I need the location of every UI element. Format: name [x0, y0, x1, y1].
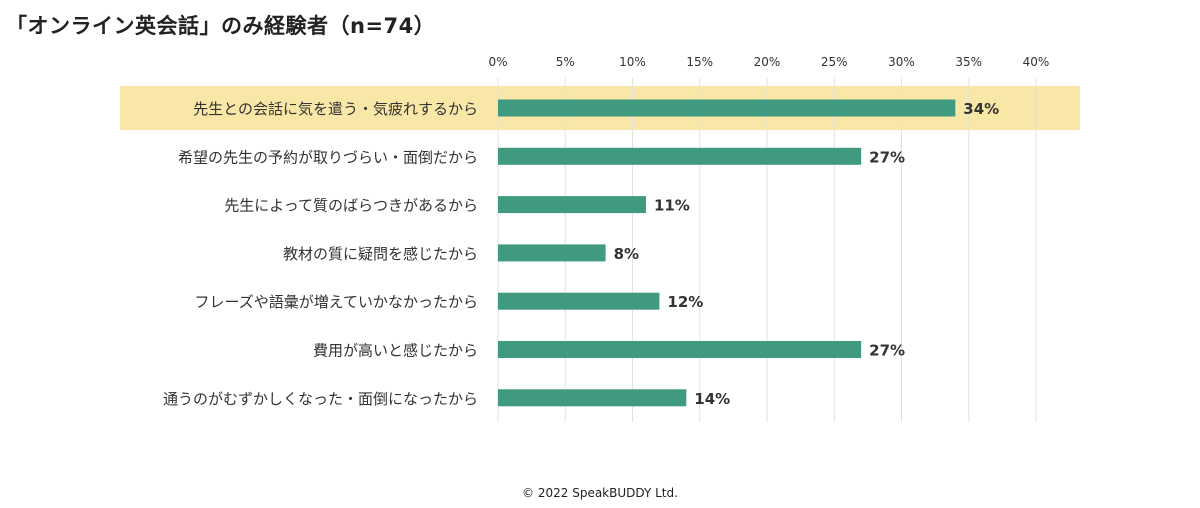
bar — [498, 147, 862, 165]
data-label: 27% — [869, 148, 905, 166]
data-label: 12% — [667, 293, 703, 311]
chart-title: 「オンライン英会話」のみ経験者（n=74） — [6, 14, 436, 38]
bar — [498, 244, 606, 262]
bar — [498, 389, 687, 407]
bar — [498, 341, 862, 358]
x-tick-label: 30% — [888, 55, 915, 69]
data-label: 8% — [614, 245, 639, 263]
bar — [498, 99, 956, 117]
x-tick-label: 0% — [488, 55, 507, 69]
category-label: 希望の先生の予約が取りづらい・面倒だから — [178, 148, 478, 166]
category-label: 通うのがむずかしくなった・面倒になったから — [163, 390, 478, 408]
x-tick-label: 5% — [556, 55, 575, 69]
category-label: フレーズや語彙が増えていかなかったから — [194, 293, 478, 311]
x-tick-label: 10% — [619, 55, 646, 69]
data-label: 34% — [963, 100, 999, 118]
bar — [498, 292, 660, 310]
data-label: 11% — [654, 197, 690, 215]
category-label: 教材の質に疑問を感じたから — [283, 245, 478, 263]
x-tick-label: 40% — [1023, 55, 1050, 69]
bar — [498, 196, 646, 214]
data-label: 27% — [869, 342, 905, 360]
x-tick-label: 35% — [955, 55, 982, 69]
x-tick-label: 25% — [821, 55, 848, 69]
category-label: 先生によって質のばらつきがあるから — [224, 197, 478, 215]
data-label: 14% — [694, 390, 730, 408]
copyright-footer: © 2022 SpeakBUDDY Ltd. — [522, 486, 678, 500]
x-tick-label: 20% — [754, 55, 781, 69]
category-label: 費用が高いと感じたから — [313, 342, 478, 360]
category-label: 先生との会話に気を遣う・気疲れするから — [193, 100, 478, 118]
bar-chart: 0% 5% 10% 15% 20% 25% 30% 35% 40% 先生との会話に気を遣う・気疲れ… — [120, 55, 1080, 422]
x-tick-label: 15% — [686, 55, 713, 69]
